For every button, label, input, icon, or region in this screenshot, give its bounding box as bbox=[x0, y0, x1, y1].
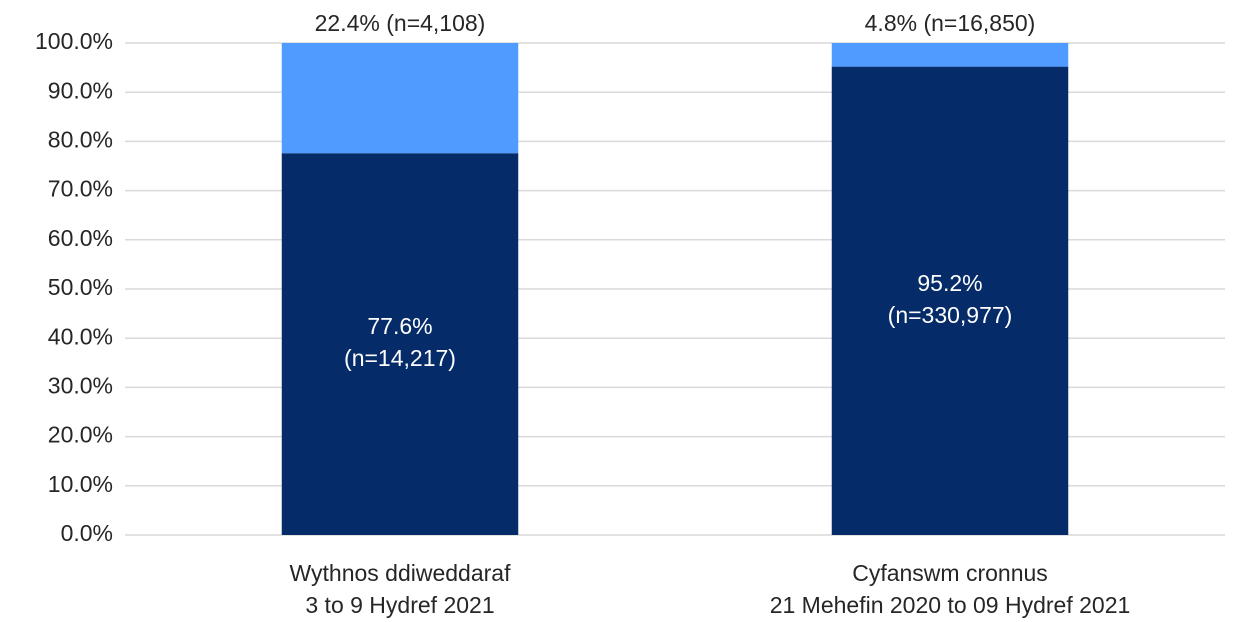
bar-segment bbox=[831, 43, 1069, 67]
data-label: 22.4% (n=4,108) bbox=[315, 10, 486, 36]
x-tick-label: Cyfanswm cronnus 21 Mehefin 2020 to 09 Hy… bbox=[770, 560, 1131, 618]
y-tick-label: 80.0% bbox=[48, 126, 113, 152]
x-tick-label: Wythnos ddiweddaraf 3 to 9 Hydref 2021 bbox=[290, 560, 512, 618]
data-label: 95.2% (n=330,977) bbox=[888, 270, 1013, 328]
y-tick-label: 20.0% bbox=[48, 422, 113, 448]
data-label: 4.8% (n=16,850) bbox=[865, 10, 1036, 36]
y-tick-label: 0.0% bbox=[61, 520, 113, 546]
y-tick-label: 100.0% bbox=[35, 28, 113, 54]
y-tick-label: 30.0% bbox=[48, 372, 113, 398]
data-label: 77.6% (n=14,217) bbox=[344, 313, 456, 371]
y-tick-label: 50.0% bbox=[48, 274, 113, 300]
y-tick-label: 70.0% bbox=[48, 176, 113, 202]
y-tick-label: 10.0% bbox=[48, 471, 113, 497]
bar-segment bbox=[281, 43, 519, 154]
y-tick-label: 90.0% bbox=[48, 77, 113, 103]
bar-segment bbox=[831, 66, 1069, 535]
y-tick-label: 60.0% bbox=[48, 225, 113, 251]
bar-segment bbox=[281, 153, 519, 535]
y-tick-label: 40.0% bbox=[48, 323, 113, 349]
